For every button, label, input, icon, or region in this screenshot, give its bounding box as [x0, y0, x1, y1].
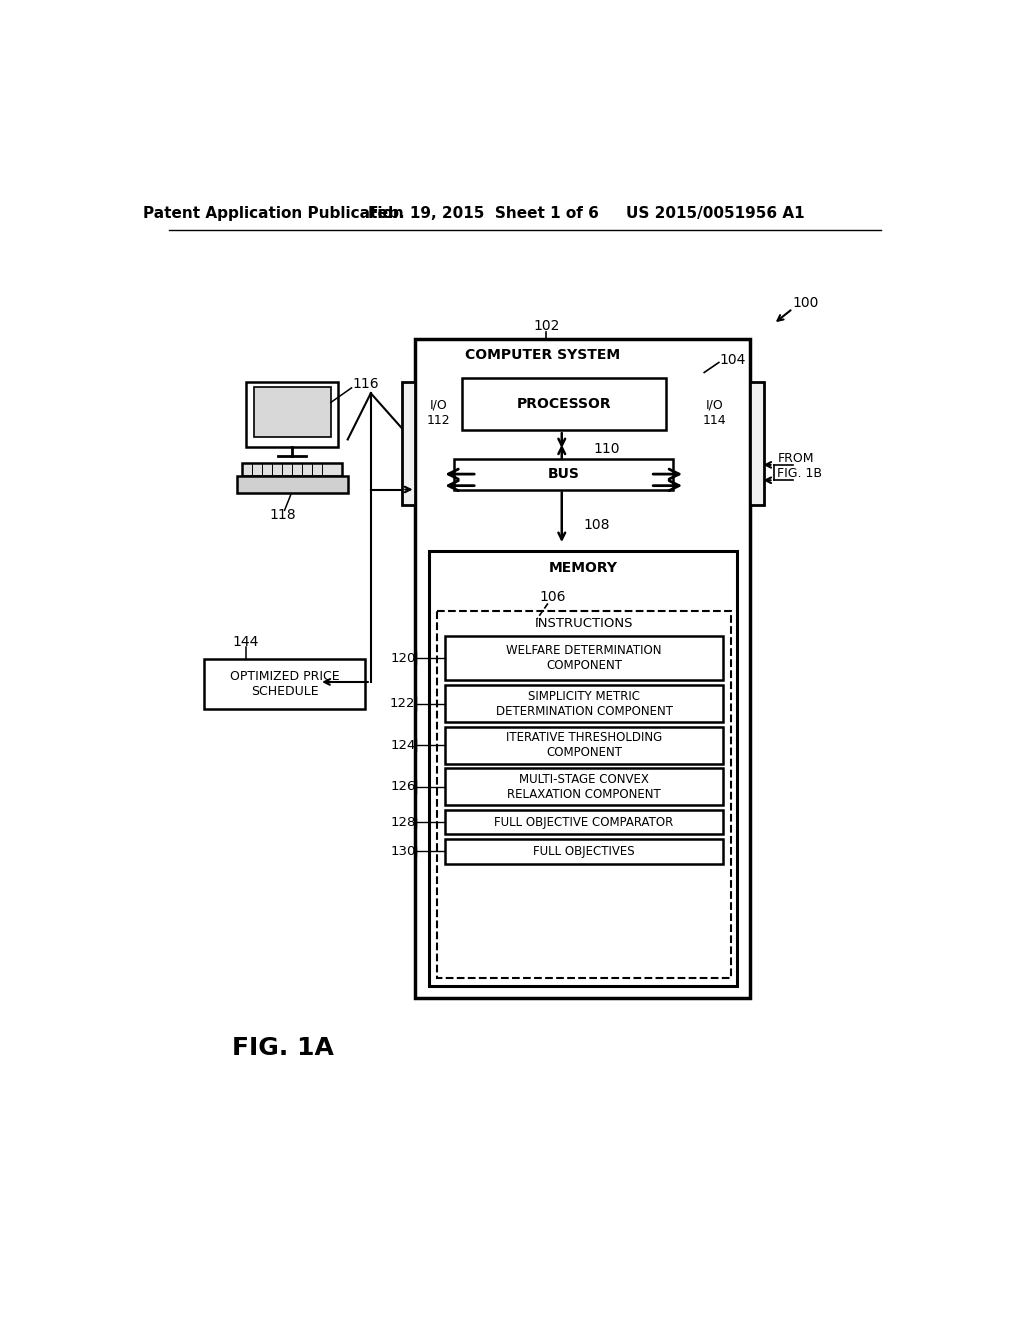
Text: I/O
112: I/O 112 [427, 399, 451, 426]
Bar [437, 611, 731, 978]
Text: FULL OBJECTIVES: FULL OBJECTIVES [534, 845, 635, 858]
Text: BUS: BUS [548, 467, 580, 480]
Text: Patent Application Publication: Patent Application Publication [142, 206, 403, 222]
Text: I/O
114: I/O 114 [702, 399, 726, 426]
Bar [751, 381, 764, 506]
Bar [462, 378, 666, 430]
Text: WELFARE DETERMINATION
COMPONENT: WELFARE DETERMINATION COMPONENT [506, 644, 662, 672]
Text: Feb. 19, 2015  Sheet 1 of 6: Feb. 19, 2015 Sheet 1 of 6 [368, 206, 599, 222]
Bar [243, 462, 342, 477]
Bar [204, 659, 366, 709]
Text: US 2015/0051956 A1: US 2015/0051956 A1 [627, 206, 805, 222]
Bar [254, 387, 331, 437]
Text: FIG. 1A: FIG. 1A [232, 1036, 334, 1060]
Text: COMPUTER SYSTEM: COMPUTER SYSTEM [465, 347, 621, 362]
Text: 100: 100 [793, 296, 819, 310]
Text: MULTI-STAGE CONVEX
RELAXATION COMPONENT: MULTI-STAGE CONVEX RELAXATION COMPONENT [507, 772, 660, 801]
Bar [416, 339, 751, 998]
Text: 130: 130 [390, 845, 416, 858]
Text: 106: 106 [540, 590, 566, 605]
Bar [444, 726, 724, 763]
Text: 122: 122 [390, 697, 416, 710]
Text: 126: 126 [390, 780, 416, 793]
Bar [237, 477, 348, 494]
Bar [444, 840, 724, 863]
Text: FROM
FIG. 1B: FROM FIG. 1B [777, 453, 822, 480]
Bar [454, 459, 674, 490]
Text: PROCESSOR: PROCESSOR [516, 397, 611, 411]
Text: SIMPLICITY METRIC
DETERMINATION COMPONENT: SIMPLICITY METRIC DETERMINATION COMPONEN… [496, 689, 673, 718]
Text: 128: 128 [390, 816, 416, 829]
Text: 108: 108 [584, 517, 610, 532]
Bar [444, 768, 724, 805]
Text: 120: 120 [390, 652, 416, 665]
Text: ITERATIVE THRESHOLDING
COMPONENT: ITERATIVE THRESHOLDING COMPONENT [506, 731, 663, 759]
Text: 104: 104 [720, 354, 746, 367]
Text: 102: 102 [534, 319, 559, 333]
Text: MEMORY: MEMORY [549, 561, 617, 576]
Text: 118: 118 [269, 508, 296, 521]
Text: OPTIMIZED PRICE
SCHEDULE: OPTIMIZED PRICE SCHEDULE [229, 671, 339, 698]
Text: 124: 124 [390, 739, 416, 751]
Text: 110: 110 [593, 442, 620, 457]
Bar [429, 552, 737, 986]
Text: INSTRUCTIONS: INSTRUCTIONS [535, 616, 633, 630]
Bar [444, 685, 724, 722]
Text: FULL OBJECTIVE COMPARATOR: FULL OBJECTIVE COMPARATOR [495, 816, 674, 829]
Bar [246, 381, 339, 447]
Text: 116: 116 [352, 378, 379, 391]
Bar [444, 810, 724, 834]
Text: 144: 144 [232, 635, 259, 649]
Bar [401, 381, 416, 506]
Bar [444, 636, 724, 681]
